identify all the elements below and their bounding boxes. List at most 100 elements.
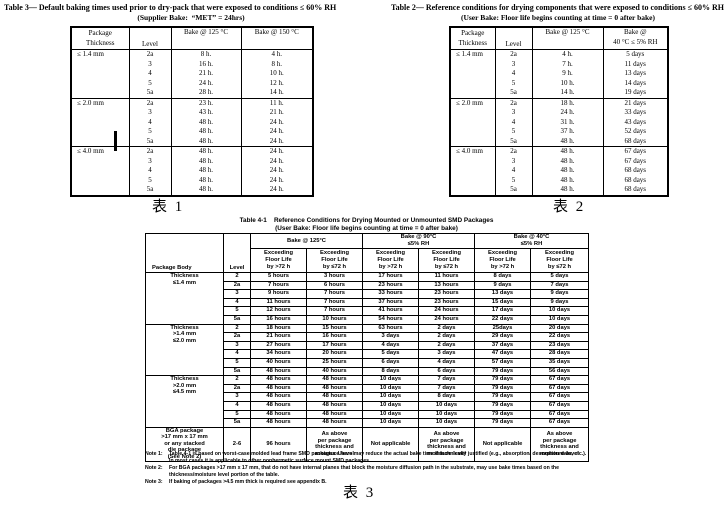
value-cell: 48 h.	[531, 175, 604, 185]
value-cell: 68 days	[602, 185, 669, 196]
level-cell: 3	[223, 392, 251, 402]
level-cell: 3	[494, 156, 533, 166]
value-cell: 5 days	[602, 49, 669, 60]
value-cell: 20 days	[530, 323, 590, 334]
value-cell: 48 h.	[170, 127, 242, 137]
value-cell: 48 hours	[250, 409, 307, 420]
value-cell: 48 h.	[531, 166, 604, 176]
value-cell: 56 days	[530, 366, 590, 377]
value-cell: 79 days	[474, 409, 532, 420]
subcolumn-header: Exceeding Floor Life by ≤72 h	[418, 248, 476, 273]
value-cell: 16 h.	[170, 59, 242, 69]
value-cell: 33 hours	[362, 289, 420, 299]
table-body: ≤ 1.4 mm 2a 8 h. 4 h. 3 16 h. 8 h. 4 21 h. 10 h. 5…	[70, 49, 314, 196]
value-cell: 23 h.	[170, 97, 242, 108]
value-cell: 48 hours	[250, 418, 307, 428]
table-row: 5 10 h. 14 days	[450, 78, 669, 88]
value-cell: 14 h.	[531, 88, 604, 98]
value-cell: 48 hours	[250, 383, 307, 394]
value-cell: 2 days	[418, 323, 476, 334]
value-cell: 3 days	[418, 349, 476, 359]
level-cell: 2	[223, 272, 251, 282]
level-cell: 5a	[128, 88, 172, 98]
value-cell: 48 h.	[170, 156, 242, 166]
table-row: 5a 48 h. 68 days	[450, 185, 669, 196]
value-cell: 9 days	[530, 289, 590, 299]
value-cell: 67 days	[530, 392, 590, 402]
supplier-bake-table: Package Thickness Level Bake @ 125 °C Bake …	[70, 26, 314, 197]
table-row: Thickness >2.0 mm ≤4.5 mm 2 48 hours 48 hou…	[145, 375, 590, 428]
table-row: 5a 14 h. 19 days	[450, 88, 669, 98]
table-row: 3 43 h. 21 h.	[71, 108, 314, 118]
value-cell: 67 days	[530, 400, 590, 411]
value-cell: Not applicable	[474, 426, 532, 462]
value-cell: 24 h.	[240, 136, 314, 147]
bake-condition-header: Bake @ 125°C	[249, 233, 364, 249]
table41-notes: Note 1: Table 4-1 is based on worst-case …	[145, 451, 589, 486]
level-cell: 4	[494, 69, 533, 79]
table-row: 3 24 h. 33 days	[450, 108, 669, 118]
value-cell: 37 hours	[362, 297, 420, 308]
value-cell: 7 h.	[531, 59, 604, 69]
value-cell: 12 hours	[250, 306, 307, 316]
value-cell: 24 h.	[240, 117, 314, 127]
note-item: Note 2: For BGA packages >17 mm x 17 mm, …	[145, 465, 589, 479]
value-cell: 67 days	[530, 418, 590, 428]
table-row: 5a 48 h. 24 h.	[71, 185, 314, 196]
level-cell: 5	[128, 175, 172, 185]
value-cell: 8 days	[362, 366, 420, 377]
column-header: Package Thickness	[70, 27, 130, 50]
value-cell: Not applicable	[362, 426, 420, 462]
level-cell: 2a	[494, 97, 533, 108]
value-cell: 67 days	[602, 156, 669, 166]
table-row: 5 48 h. 24 h.	[71, 127, 314, 137]
value-cell: 10 days	[362, 409, 420, 420]
value-cell: 16 hours	[250, 314, 307, 325]
value-cell: 28 h.	[170, 88, 242, 98]
level-cell: 3	[494, 59, 533, 69]
level-cell: 5a	[223, 366, 251, 377]
level-cell: 2a	[128, 97, 172, 108]
table-row: ≤ 4.0 mm 2a 48 h. 24 h.	[70, 146, 314, 196]
value-cell: 48 h.	[531, 146, 604, 157]
value-cell: 23 hours	[418, 289, 476, 299]
value-cell: 57 days	[474, 357, 532, 368]
value-cell: 48 h.	[531, 156, 604, 166]
level-cell: 5a	[223, 314, 251, 325]
value-cell: 17 hours	[362, 272, 420, 282]
level-cell: 4	[128, 117, 172, 127]
value-cell: 12 h.	[240, 78, 314, 88]
table-body: Thickness ≤1.4 mm 2 5 hours 3 hours 17 hours…	[145, 272, 590, 462]
table-row: 4 48 h. 24 h.	[71, 166, 314, 176]
table-row: 3 48 h. 24 h.	[71, 156, 314, 166]
note-text: For BGA packages >17 mm x 17 mm, that do…	[169, 465, 559, 478]
value-cell: 48 hours	[305, 418, 364, 428]
table-row: 5 48 h. 68 days	[450, 175, 669, 185]
level-cell: 2a	[128, 146, 172, 157]
level-cell: 2a	[128, 49, 172, 60]
value-cell: 68 days	[602, 175, 669, 185]
value-cell: 6 days	[362, 357, 420, 368]
level-cell: 5	[494, 175, 533, 185]
value-cell: As above per package thickness and moist…	[305, 426, 364, 462]
level-cell: 5	[223, 357, 251, 368]
bake-condition-header: Bake @ 40°C ≤5% RH	[474, 233, 590, 249]
value-cell: 9 days	[530, 297, 590, 308]
value-cell: 5 days	[530, 272, 590, 282]
package-body-cell: Thickness ≤1.4 mm	[145, 272, 224, 325]
value-cell: 4 h.	[531, 49, 604, 60]
value-cell: 48 hours	[250, 400, 307, 411]
level-cell: 4	[223, 400, 251, 411]
value-cell: 79 days	[474, 366, 532, 377]
package-body-cell: BGA package >17 mm x 17 mm or any stacke…	[145, 426, 224, 462]
value-cell: 52 days	[602, 127, 669, 137]
table-row: 5 48 h. 24 h.	[71, 175, 314, 185]
value-cell: 29 days	[474, 332, 532, 342]
value-cell: 43 h.	[170, 108, 242, 118]
value-cell: 24 h.	[531, 108, 604, 118]
value-cell: 2 days	[418, 340, 476, 351]
table-row: Thickness >1.4 mm ≤2.0 mm 2 18 hours 15 hou…	[145, 323, 590, 377]
value-cell: 33 days	[602, 108, 669, 118]
